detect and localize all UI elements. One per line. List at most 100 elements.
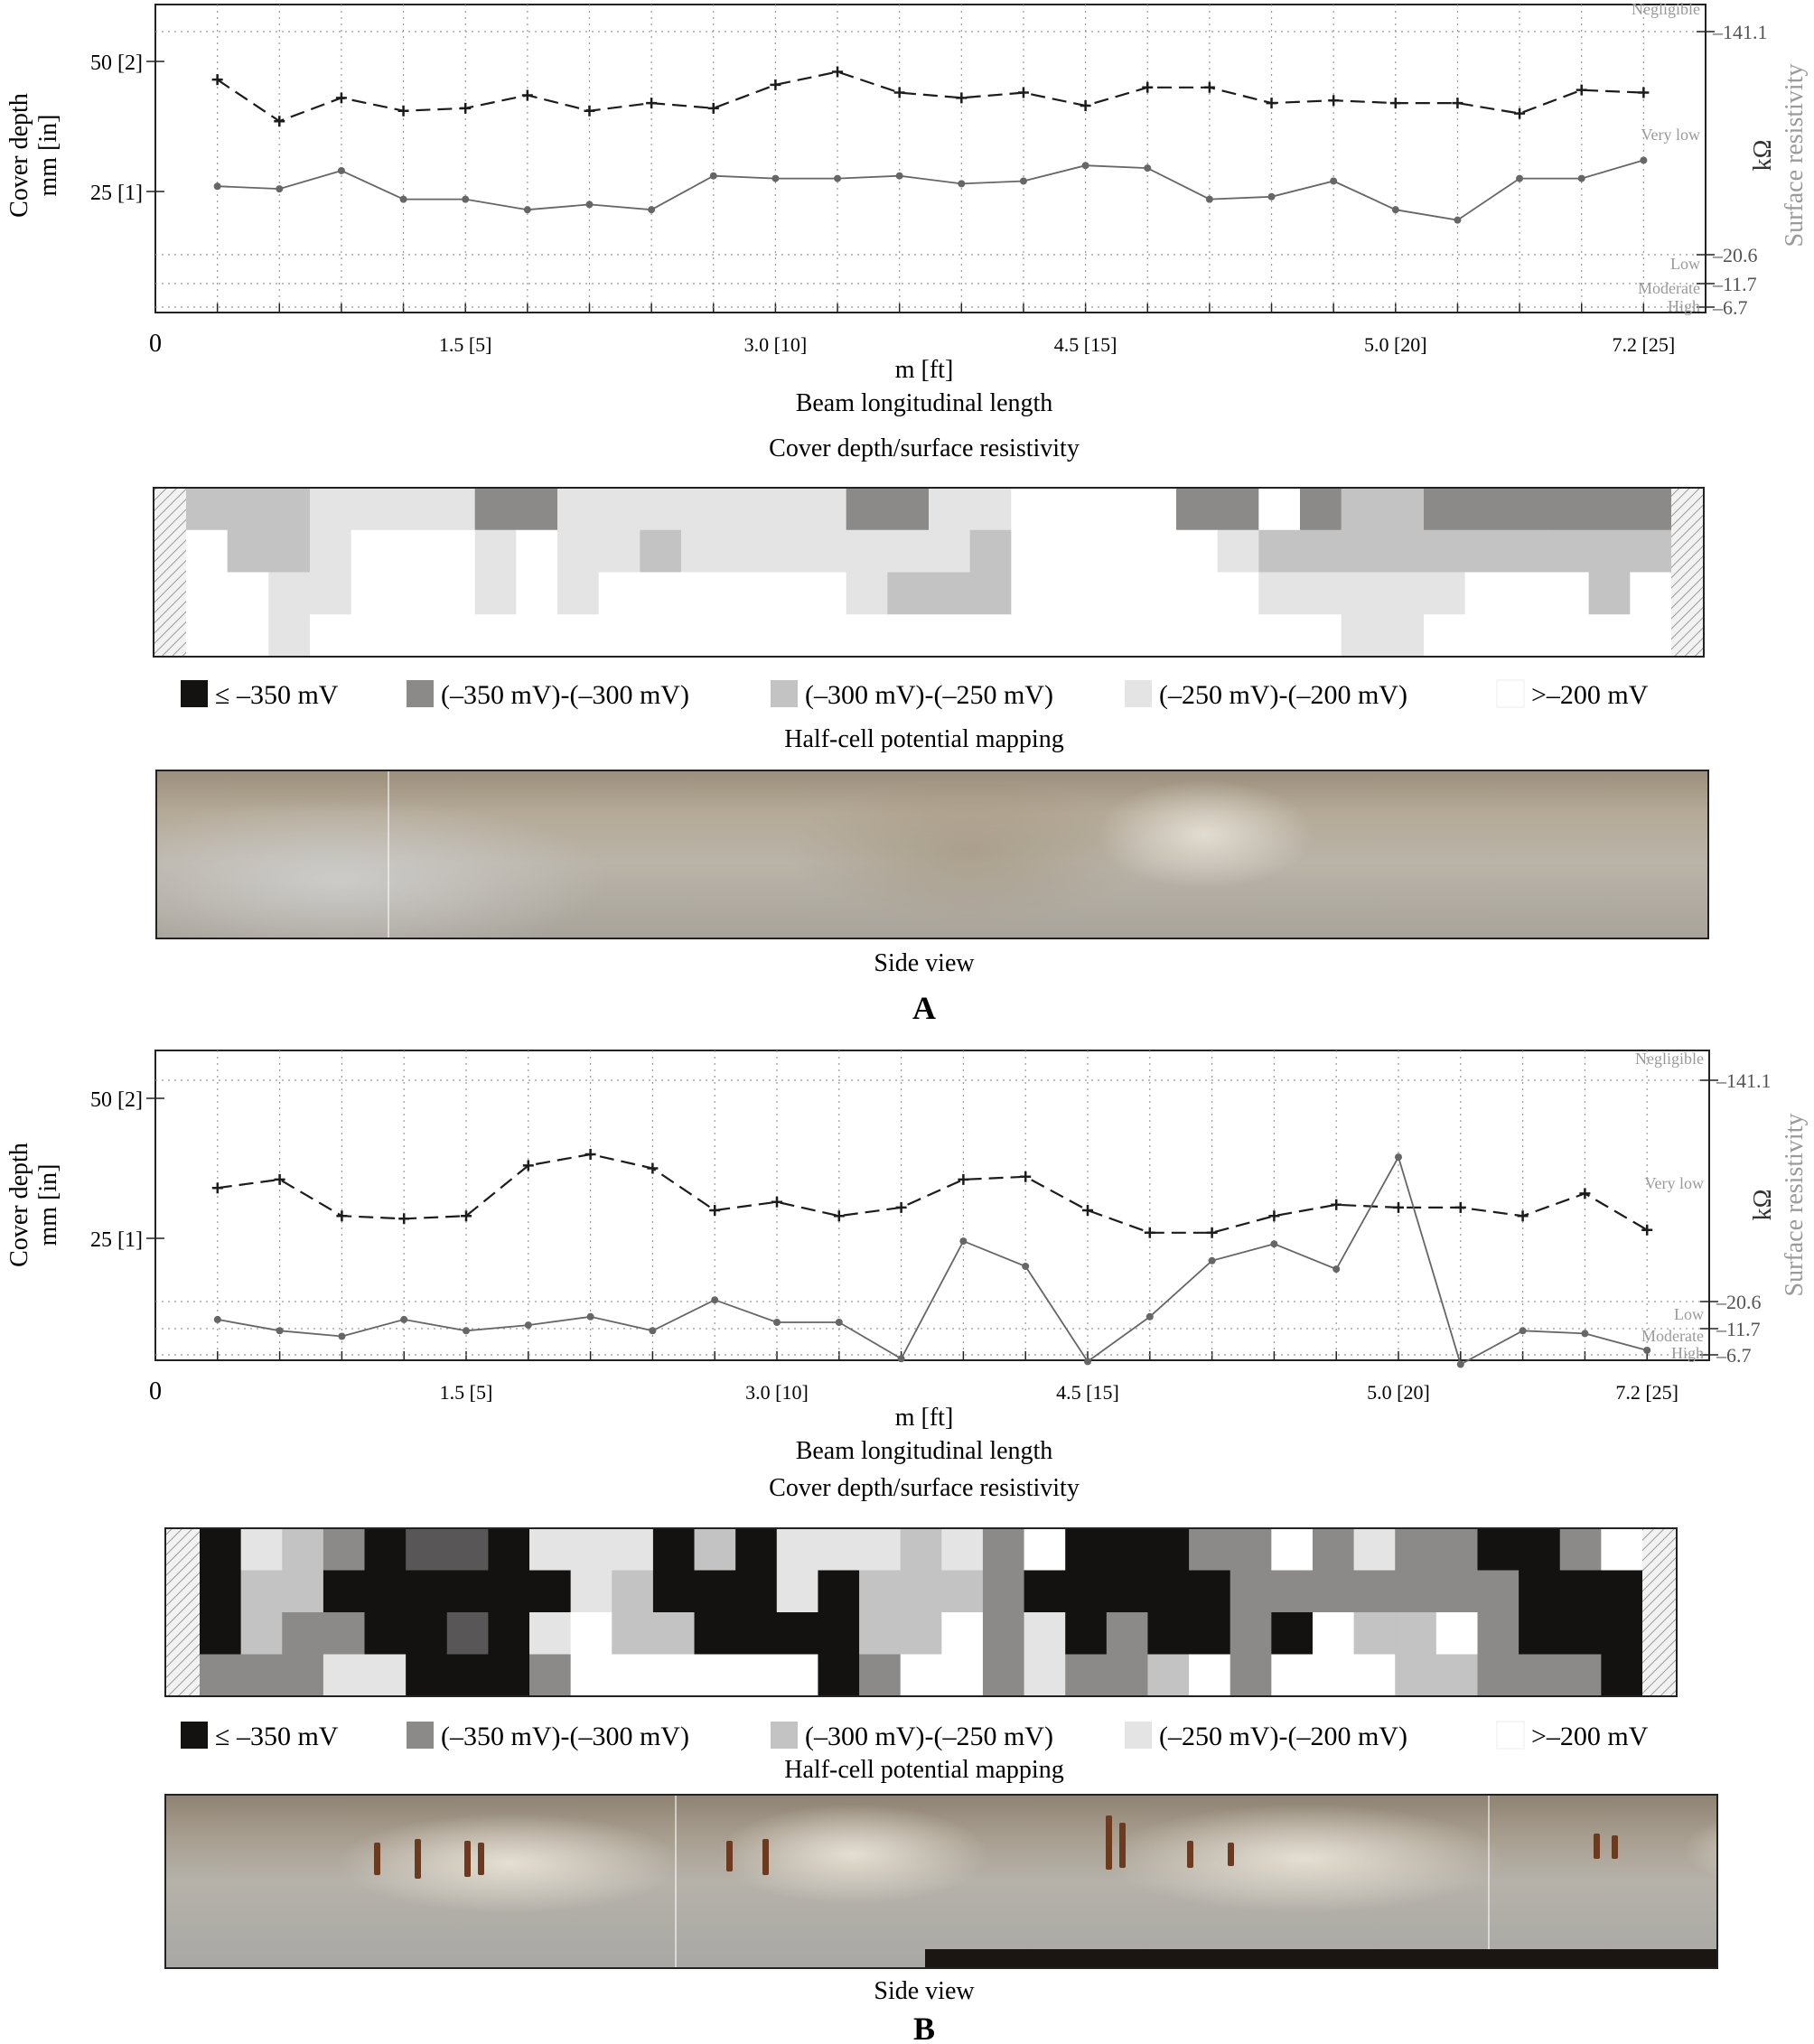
potential-cell [1258,529,1301,574]
potential-cell [557,488,600,531]
right-axis-tick-label: –141.1 [1716,1069,1772,1092]
potential-cell [1588,529,1631,574]
potential-cell [887,572,930,615]
resistivity-point [1019,177,1027,185]
resistivity-point [835,1319,843,1326]
potential-cell [557,614,600,658]
potential-cell [1601,1654,1643,1697]
legend-swatch [181,1722,208,1749]
potential-cell [516,488,558,531]
potential-cell [735,1570,778,1613]
potential-cell [1559,1570,1602,1613]
potential-cell [488,1570,530,1613]
potential-cell [887,529,930,574]
potential-cell [722,572,764,615]
potential-cell [446,1612,489,1656]
risk-band-label: Moderate [1638,279,1700,297]
legend-label: ≤ –350 mV [215,680,339,710]
potential-cell [1395,1654,1437,1697]
left-axis-title-line2: mm [in] [34,115,62,197]
potential-cell [846,614,888,658]
x-tick-label: 1.5 [5] [440,1381,493,1404]
potential-cell [1230,1612,1272,1656]
resistivity-point [586,1312,594,1321]
cover-depth-point [1142,81,1154,93]
x-axis-title: Beam longitudinal length [796,1437,1053,1465]
potential-cell [1353,1528,1396,1572]
potential-cell [1601,1612,1643,1656]
potential-cell [969,572,1012,615]
potential-cell [1353,1654,1396,1697]
potential-cell [1601,1528,1643,1572]
potential-cell [1011,614,1053,658]
right-axis-tick-label: –6.7 [1716,1344,1752,1367]
potential-cell [351,614,393,658]
resistivity-point [1330,177,1338,185]
potential-cell [1519,1654,1561,1697]
cover-depth-point [1452,98,1463,109]
right-axis-tick-label: –11.7 [1716,1318,1761,1340]
support-hatch-left [154,488,186,657]
potential-cell [982,1570,1025,1613]
resistivity-point [1395,1153,1402,1162]
potential-cell [982,1654,1025,1697]
cover-depth-point [211,1182,223,1194]
potential-cell [529,1654,572,1697]
potential-cell [652,1570,696,1613]
potential-cell [1135,614,1177,658]
potential-cell [364,1612,407,1656]
cover-depth-point [771,1196,782,1208]
potential-cell [434,572,476,615]
resistivity-point [462,195,470,203]
potential-cell [1548,488,1590,531]
potential-cell [1271,1570,1314,1613]
potential-cell [640,488,682,531]
potential-map-b-layer [164,1527,1678,1697]
potential-cell [1258,572,1301,615]
cover-depth-point [1017,87,1029,98]
resistivity-point [1640,156,1648,164]
cover-depth-point [1144,1227,1155,1238]
potential-cell [1024,1528,1066,1572]
potential-cell [640,614,682,658]
cover-depth-point [1206,1227,1218,1238]
legend-swatch [407,680,434,707]
plot-caption: Cover depth/surface resistivity [769,1474,1080,1502]
potential-cell [1052,488,1095,531]
resistivity-point [773,1319,781,1326]
potential-cell [776,1612,819,1656]
potential-map-frame [164,1527,1678,1697]
right-axis-tick-label: –20.6 [1716,1291,1762,1313]
resistivity-point [400,1315,408,1323]
potential-cell [406,1612,448,1656]
cover-depth-point [460,102,472,114]
x-tick-label: 3.0 [10] [745,1381,809,1404]
potential-cell [227,614,269,658]
potential-cell [200,1654,242,1697]
potential-cell [1189,1570,1231,1613]
risk-band-label: Very low [1645,1174,1705,1192]
potential-cell [240,1570,283,1613]
potential-cell [1548,572,1590,615]
potential-cell [1519,1528,1561,1572]
x-tick-label: 0 [149,1377,162,1405]
potential-cell [392,572,435,615]
potential-cell [1341,529,1383,574]
resistivity-series-line [217,1154,1648,1366]
resistivity-point [648,206,656,214]
potential-cell [282,1570,324,1613]
left-axis-tick-label: 50 [2] [90,51,143,75]
cover-depth-point [958,1173,969,1185]
potential-cell [1230,1654,1272,1697]
potential-cell [735,1528,778,1572]
cover-depth-series-line [217,1153,1648,1234]
potential-cell [364,1654,407,1697]
potential-map-a-layer [153,487,1705,658]
potential-cell [1559,1528,1602,1572]
potential-cell [516,614,558,658]
legend-label: (–350 mV)-(–300 mV) [441,680,689,710]
potential-cell [1258,488,1301,531]
potential-cell [887,488,930,531]
potential-cell [1519,1570,1561,1613]
potential-cell [818,1570,860,1613]
